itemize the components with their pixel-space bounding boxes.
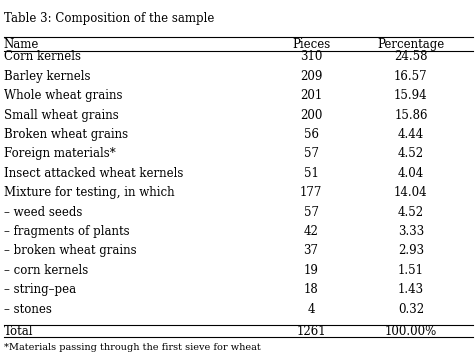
Text: Small wheat grains: Small wheat grains — [4, 109, 119, 122]
Text: 16.57: 16.57 — [394, 70, 428, 83]
Text: 42: 42 — [304, 225, 319, 238]
Text: Percentage: Percentage — [377, 38, 445, 51]
Text: 14.04: 14.04 — [394, 186, 428, 199]
Text: 200: 200 — [300, 109, 323, 122]
Text: Pieces: Pieces — [292, 38, 330, 51]
Text: 51: 51 — [304, 167, 319, 180]
Text: 201: 201 — [300, 89, 322, 102]
Text: 57: 57 — [304, 206, 319, 219]
Text: – stones: – stones — [4, 303, 52, 316]
Text: 100.00%: 100.00% — [385, 325, 437, 337]
Text: 57: 57 — [304, 147, 319, 161]
Text: 2.93: 2.93 — [398, 245, 424, 257]
Text: 1261: 1261 — [296, 325, 326, 337]
Text: Barley kernels: Barley kernels — [4, 70, 90, 83]
Text: 3.33: 3.33 — [398, 225, 424, 238]
Text: Total: Total — [4, 325, 33, 337]
Text: 18: 18 — [304, 283, 319, 296]
Text: 4.52: 4.52 — [398, 206, 424, 219]
Text: – weed seeds: – weed seeds — [4, 206, 82, 219]
Text: Insect attacked wheat kernels: Insect attacked wheat kernels — [4, 167, 183, 180]
Text: – fragments of plants: – fragments of plants — [4, 225, 129, 238]
Text: Table 3: Composition of the sample: Table 3: Composition of the sample — [4, 12, 214, 26]
Text: 4: 4 — [307, 303, 315, 316]
Text: Name: Name — [4, 38, 39, 51]
Text: 209: 209 — [300, 70, 323, 83]
Text: Whole wheat grains: Whole wheat grains — [4, 89, 122, 102]
Text: 1.51: 1.51 — [398, 264, 424, 277]
Text: Corn kernels: Corn kernels — [4, 51, 81, 63]
Text: 4.04: 4.04 — [398, 167, 424, 180]
Text: 15.94: 15.94 — [394, 89, 428, 102]
Text: 0.32: 0.32 — [398, 303, 424, 316]
Text: Foreign materials*: Foreign materials* — [4, 147, 115, 161]
Text: 310: 310 — [300, 51, 323, 63]
Text: 24.58: 24.58 — [394, 51, 428, 63]
Text: – broken wheat grains: – broken wheat grains — [4, 245, 136, 257]
Text: 4.52: 4.52 — [398, 147, 424, 161]
Text: – string–pea: – string–pea — [4, 283, 76, 296]
Text: *Materials passing through the first sieve for wheat: *Materials passing through the first sie… — [4, 343, 261, 352]
Text: Mixture for testing, in which: Mixture for testing, in which — [4, 186, 174, 199]
Text: 37: 37 — [304, 245, 319, 257]
Text: 177: 177 — [300, 186, 323, 199]
Text: 1.43: 1.43 — [398, 283, 424, 296]
Text: Broken wheat grains: Broken wheat grains — [4, 128, 128, 141]
Text: – corn kernels: – corn kernels — [4, 264, 88, 277]
Text: 56: 56 — [304, 128, 319, 141]
Text: 19: 19 — [304, 264, 319, 277]
Text: 4.44: 4.44 — [398, 128, 424, 141]
Text: 15.86: 15.86 — [394, 109, 428, 122]
